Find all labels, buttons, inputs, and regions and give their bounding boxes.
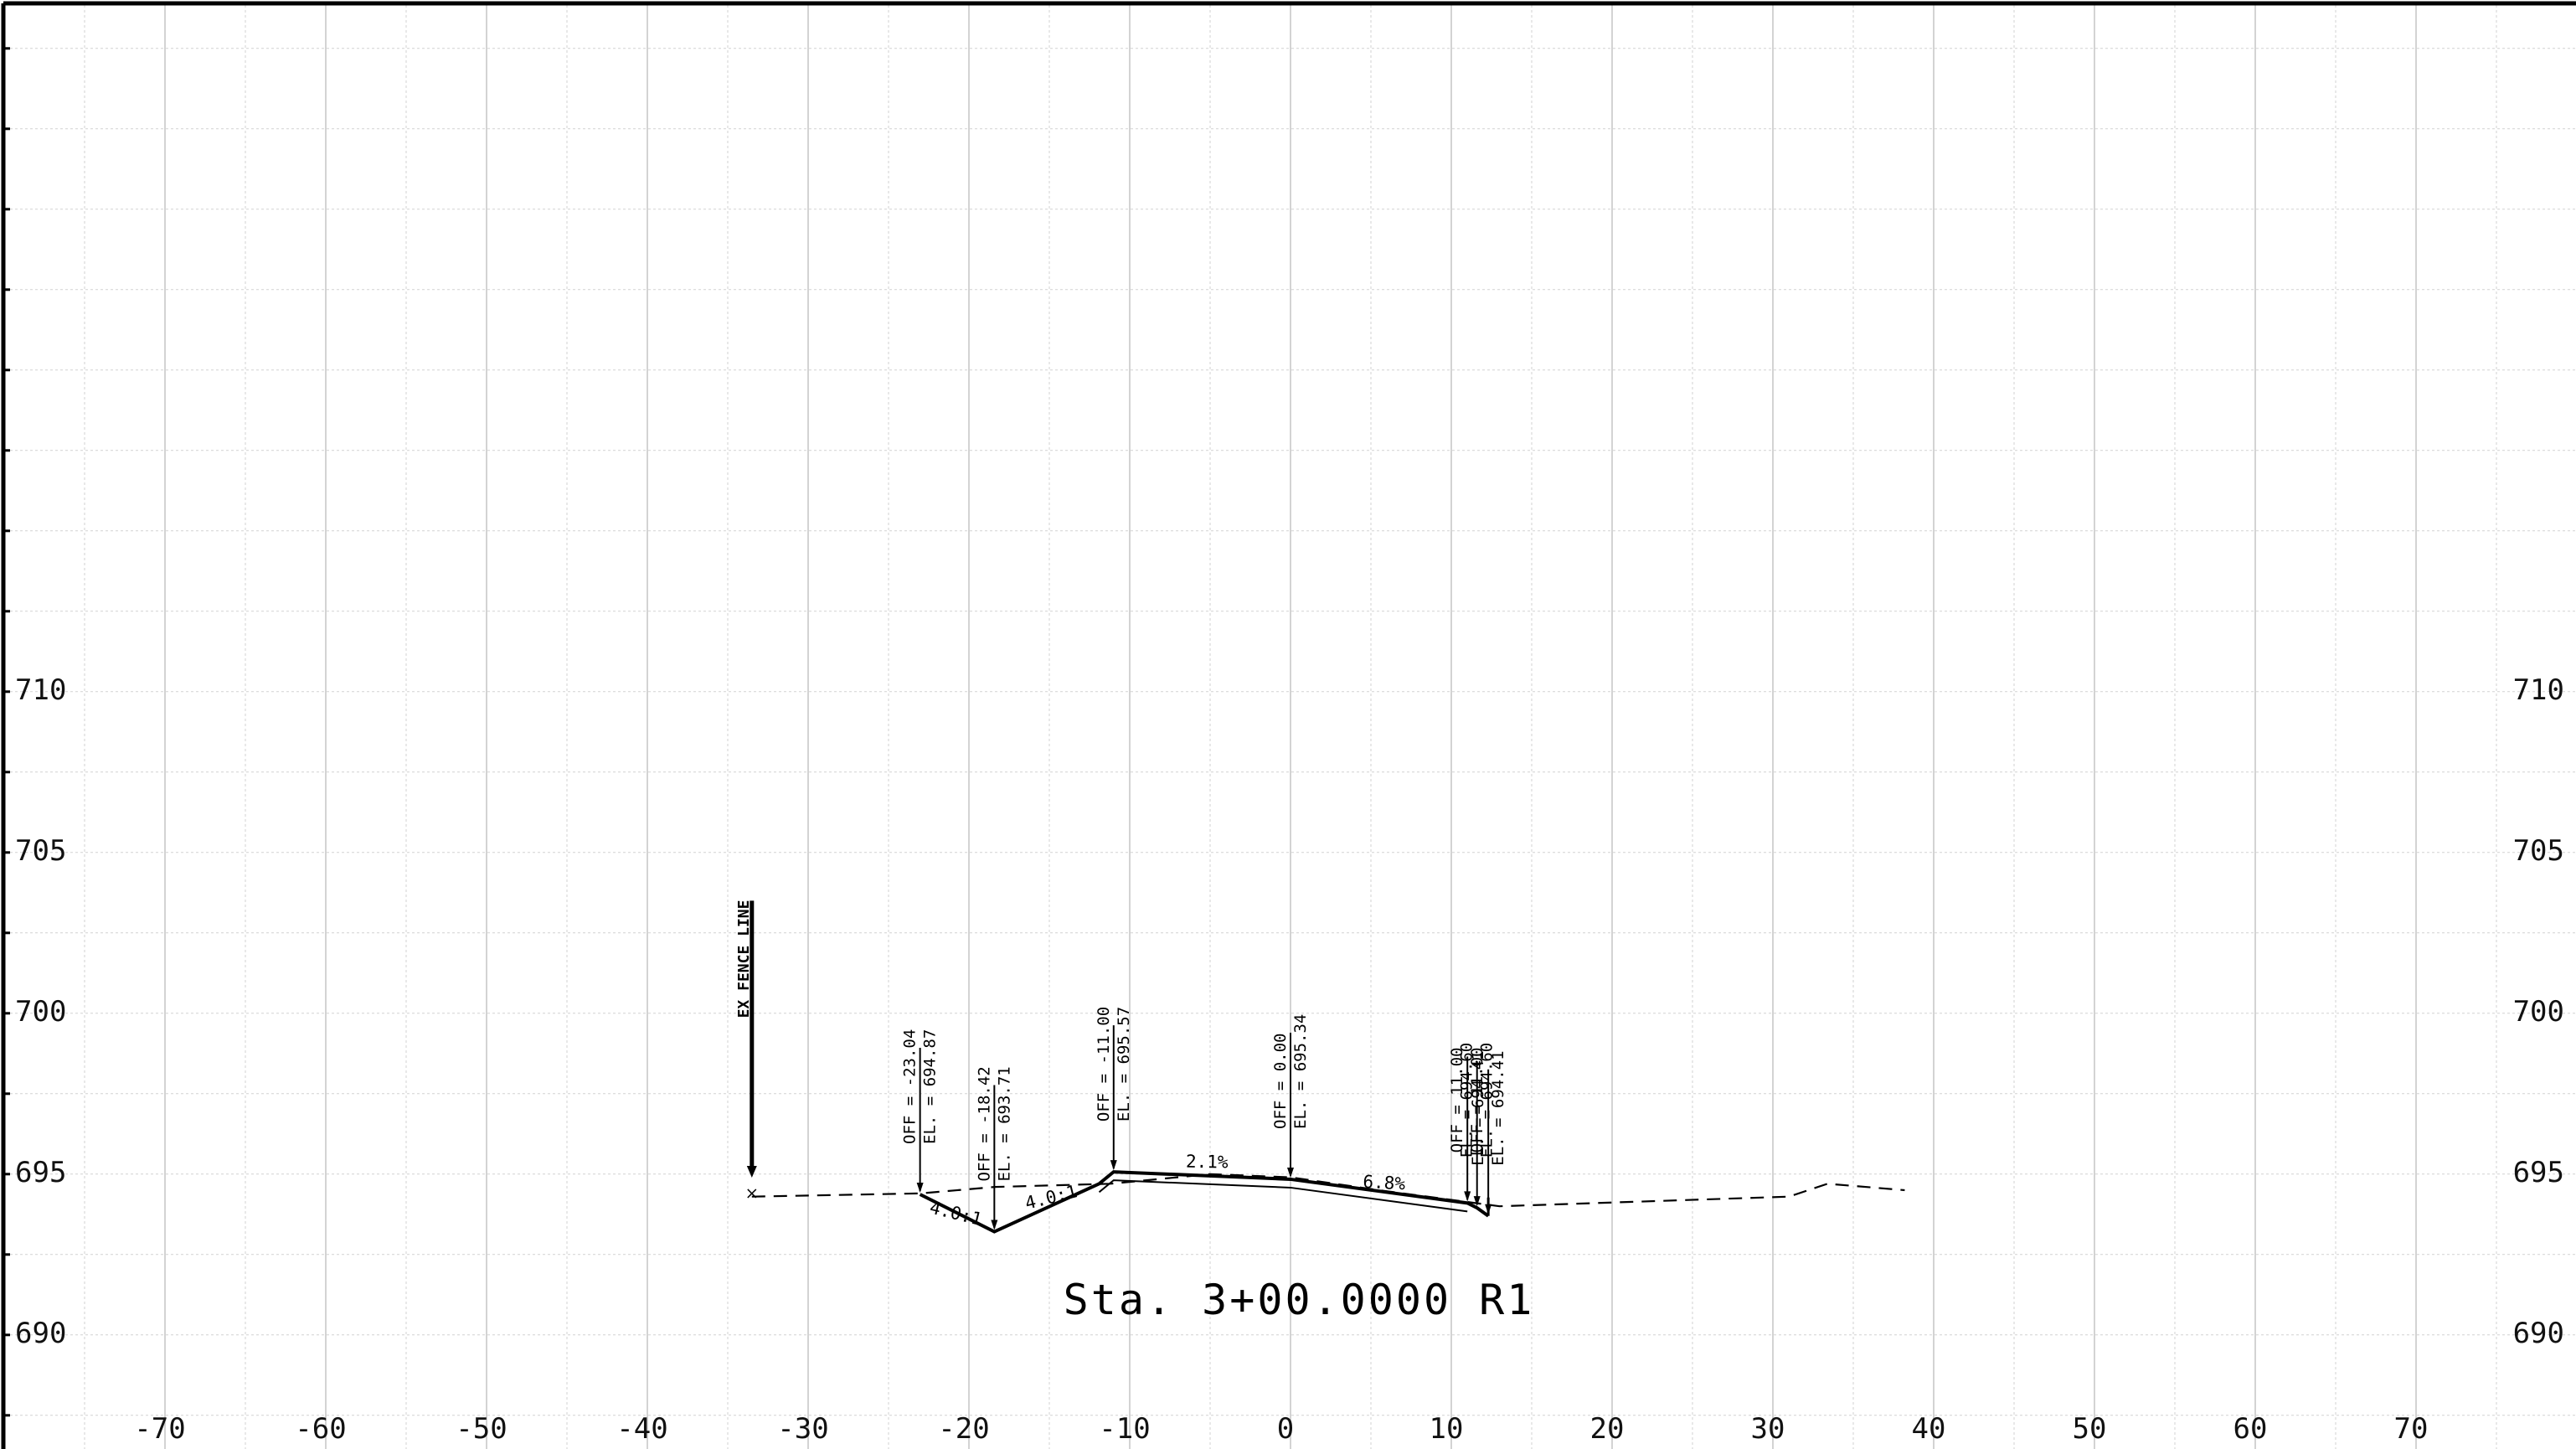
offset-label: -60 bbox=[295, 1412, 346, 1446]
annotation-elevation-label: EL. = 693.71 bbox=[995, 1066, 1013, 1181]
annotation-arrowhead bbox=[916, 1182, 924, 1193]
offset-label: -10 bbox=[1099, 1412, 1150, 1446]
annotation-arrowhead bbox=[1473, 1196, 1481, 1207]
fence-label: EX FENCE LINE bbox=[735, 900, 753, 1018]
elevation-label-right: 710 bbox=[2513, 673, 2564, 707]
offset-label: 40 bbox=[1912, 1412, 1946, 1446]
elevation-labels-right: 690 695 700 705 710 bbox=[2513, 673, 2564, 1350]
offset-label: -40 bbox=[616, 1412, 667, 1446]
offset-label: 0 bbox=[1277, 1412, 1294, 1446]
offset-label: -70 bbox=[134, 1412, 185, 1446]
annotation-offset-label: EL. = 694.41 bbox=[1469, 1050, 1487, 1165]
offset-label: -20 bbox=[938, 1412, 989, 1446]
annotation-offset-label: OFF = 0.00 bbox=[1271, 1034, 1290, 1129]
proposed-section-line bbox=[919, 1170, 1490, 1234]
fence-marker bbox=[747, 1189, 757, 1199]
offset-label: -30 bbox=[777, 1412, 828, 1446]
point-annotations: OFF = -23.04 EL. = 694.87 OFF = -18.42 EL. … bbox=[901, 1007, 1507, 1230]
fence-arrowhead bbox=[746, 1165, 757, 1178]
annotation-elevation-label: EL. = 694.87 bbox=[921, 1029, 940, 1144]
annotation-arrowhead bbox=[1464, 1191, 1471, 1202]
annotation-arrowhead bbox=[1485, 1204, 1492, 1214]
elevation-label-right: 705 bbox=[2513, 834, 2564, 868]
annotation-elevation-label: EL. = 694.60 bbox=[1478, 1043, 1497, 1158]
offset-labels: -70 -60 -50 -40 -30 -20 -10 0 10 20 30 40 50 60 70 bbox=[134, 1412, 2428, 1446]
annotation-offset-label: EL. = 694.60 bbox=[1458, 1043, 1476, 1158]
offset-label: 10 bbox=[1430, 1412, 1464, 1446]
offset-label: 70 bbox=[2394, 1412, 2429, 1446]
offset-label: 60 bbox=[2233, 1412, 2268, 1446]
annotation-elevation-label: EL. = 694.41 bbox=[1489, 1050, 1507, 1165]
annotation-offset-label: OFF = -11.00 bbox=[1095, 1007, 1113, 1122]
elevation-label-right: 700 bbox=[2513, 995, 2564, 1029]
elevation-label-right: 695 bbox=[2513, 1156, 2564, 1189]
offset-label: -50 bbox=[456, 1412, 507, 1446]
elevation-label-left: 710 bbox=[15, 673, 66, 707]
offset-label: 30 bbox=[1751, 1412, 1785, 1446]
annotation-offset-label: OFF = -23.04 bbox=[901, 1029, 920, 1144]
offset-label: 50 bbox=[2073, 1412, 2107, 1446]
annotation-arrowhead bbox=[1287, 1167, 1294, 1178]
elevation-labels-left: 690 695 700 705 710 bbox=[15, 673, 66, 1350]
slope-label: 2.1% bbox=[1186, 1152, 1229, 1173]
annotation-arrowhead bbox=[1110, 1160, 1117, 1171]
existing-ground bbox=[751, 1173, 1905, 1208]
elevation-label-left: 705 bbox=[15, 834, 66, 868]
pavement-base-line bbox=[1098, 1179, 1468, 1213]
elevation-label-left: 695 bbox=[15, 1156, 66, 1189]
elevation-label-left: 690 bbox=[15, 1317, 66, 1350]
existing-ground-line bbox=[751, 1173, 1905, 1208]
fence-callout: EX FENCE LINE bbox=[735, 900, 757, 1199]
station-label: Sta. 3+00.0000 R1 bbox=[1064, 1276, 1535, 1324]
elevation-label-left: 700 bbox=[15, 995, 66, 1029]
offset-label: 20 bbox=[1590, 1412, 1625, 1446]
slope-label: 6.8% bbox=[1363, 1172, 1406, 1194]
annotation-offset-label: OFF = 11.00 bbox=[1448, 1048, 1466, 1153]
annotation-elevation-label: EL. = 695.57 bbox=[1115, 1007, 1133, 1122]
elevation-label-right: 690 bbox=[2513, 1317, 2564, 1350]
annotation-offset-label: OFF = -18.42 bbox=[975, 1066, 993, 1181]
grid bbox=[5, 5, 2576, 1449]
annotation-elevation-label: EL. = 695.34 bbox=[1291, 1014, 1310, 1129]
annotation-arrowhead bbox=[991, 1220, 998, 1230]
